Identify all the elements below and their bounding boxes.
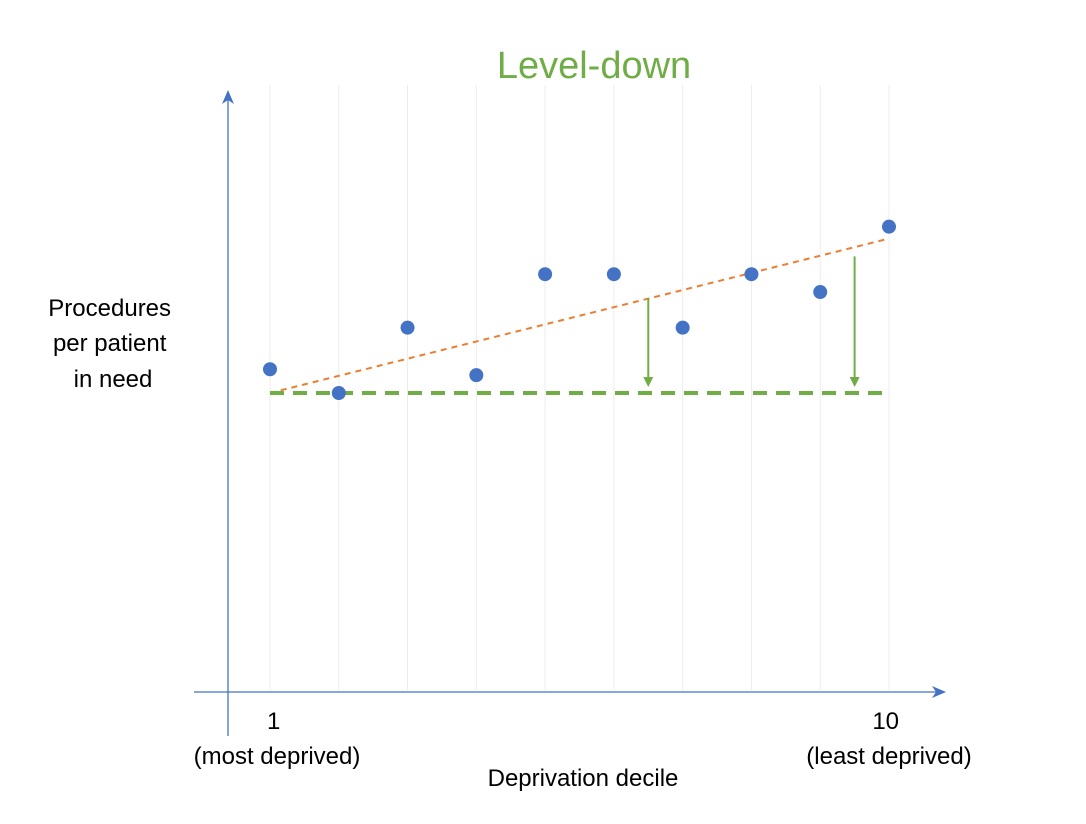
- data-point-6: [606, 267, 621, 282]
- y-axis-label: Procedures per patient in need: [48, 295, 177, 393]
- x-tick-label-10: 10 (least deprived): [806, 708, 971, 770]
- data-point-3: [400, 320, 415, 335]
- data-point-10: [882, 219, 896, 234]
- y-axis-label-line-2: per patient: [53, 330, 167, 357]
- x-tick-1-value: 1: [267, 708, 280, 735]
- data-point-2: [331, 386, 346, 400]
- y-axis-label-line-1: Procedures: [48, 295, 171, 322]
- data-point-5: [538, 267, 553, 282]
- chart-title: Level-down: [497, 45, 691, 87]
- data-point-4: [469, 368, 484, 383]
- data-point-8: [744, 267, 759, 282]
- level-down-arrows: [643, 256, 860, 388]
- axes: [194, 90, 946, 736]
- reference-lines: [269, 237, 890, 395]
- x-axis-label: Deprivation decile: [488, 765, 679, 792]
- y-axis-arrowhead: [222, 90, 234, 104]
- x-tick-10-value: 10: [872, 708, 899, 735]
- x-tick-10-caption: (least deprived): [806, 743, 971, 770]
- data-point-7: [675, 320, 690, 335]
- data-points: [263, 219, 896, 400]
- x-axis-arrowhead: [932, 686, 946, 698]
- down-arrow-head-2: [849, 377, 860, 388]
- gridlines: [269, 85, 890, 690]
- y-axis-label-line-3: in need: [74, 366, 153, 393]
- x-tick-1-caption: (most deprived): [194, 743, 361, 770]
- down-arrow-head-1: [643, 377, 654, 388]
- trend-line: [269, 237, 890, 394]
- x-tick-label-1: 1 (most deprived): [194, 708, 361, 770]
- data-point-9: [813, 285, 828, 300]
- data-point-1: [263, 362, 277, 377]
